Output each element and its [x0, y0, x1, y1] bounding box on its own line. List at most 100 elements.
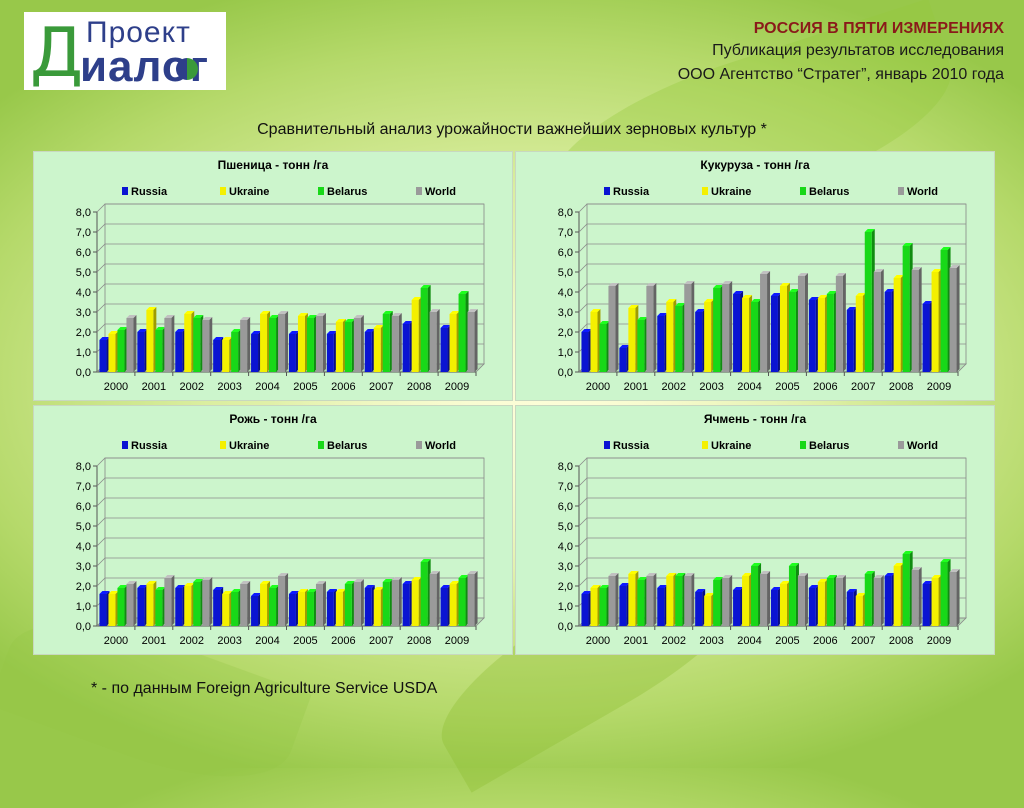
y-tick-label: 2,0: [76, 327, 91, 339]
bar-top: [884, 289, 895, 292]
x-tick-label: 2008: [889, 635, 913, 647]
bar-belarus: [713, 288, 721, 372]
x-tick-label: 2001: [142, 635, 166, 647]
x-tick-label: 2008: [407, 381, 431, 393]
bar-top: [835, 575, 846, 578]
bar-world: [646, 286, 654, 372]
bar-top: [117, 585, 128, 588]
gridline: [96, 243, 484, 253]
y-tick-label: 0,0: [76, 367, 91, 379]
bar-belarus: [637, 580, 645, 626]
bar-world: [835, 276, 843, 372]
gridline: [578, 223, 966, 233]
bar-belarus: [675, 576, 683, 626]
bar-top: [364, 329, 375, 332]
y-tick-label: 8,0: [558, 207, 573, 219]
bar-top: [599, 321, 610, 324]
x-tick-label: 2003: [217, 381, 241, 393]
y-tick-label: 0,0: [558, 367, 573, 379]
bar-top: [193, 579, 204, 582]
bar-russia: [657, 588, 665, 626]
bar-top: [193, 315, 204, 318]
bar-belarus: [420, 562, 428, 626]
bar-top: [306, 315, 317, 318]
bar-top: [146, 307, 157, 310]
bar-top: [864, 571, 875, 574]
bar-world: [391, 316, 399, 372]
y-tick-label: 5,0: [558, 267, 573, 279]
bar-belarus: [382, 582, 390, 626]
logo-letter-d: Д: [30, 14, 84, 93]
chart-title: Кукуруза - тонн /га: [700, 158, 810, 172]
bar-russia: [402, 584, 410, 626]
bar-side: [209, 317, 213, 372]
bar-russia: [922, 304, 930, 372]
bar-side: [209, 577, 213, 626]
chart-panel-barley: Ячмень - тонн /га Russia Ukraine Belarus Wor…: [515, 405, 995, 655]
bar-ukraine: [146, 584, 154, 626]
bar-top: [873, 269, 884, 272]
gridline: [96, 537, 484, 547]
bar-top: [628, 571, 639, 574]
bar-world: [467, 312, 475, 372]
bar-top: [657, 585, 668, 588]
y-tick-label: 7,0: [558, 481, 573, 493]
x-tick-label: 2006: [331, 381, 355, 393]
bar-ukraine: [893, 566, 901, 626]
x-tick-label: 2005: [775, 635, 799, 647]
bar-top: [326, 331, 337, 334]
bar-top: [608, 573, 619, 576]
x-tick-label: 2008: [407, 635, 431, 647]
gridline: [578, 537, 966, 547]
bar-top: [467, 309, 478, 312]
y-tick-label: 6,0: [76, 501, 91, 513]
bar-russia: [733, 590, 741, 626]
bar-ukraine: [855, 296, 863, 372]
bar-belarus: [231, 592, 239, 626]
bar-ukraine: [297, 316, 305, 372]
chart-title: Рожь - тонн /га: [229, 412, 317, 426]
bar-russia: [137, 332, 145, 372]
bar-top: [297, 313, 308, 316]
bar-belarus: [306, 318, 314, 372]
bar-side: [880, 269, 884, 372]
gridline: [578, 263, 966, 273]
x-tick-label: 2006: [813, 381, 837, 393]
bar-top: [695, 589, 706, 592]
bar-world: [608, 286, 616, 372]
bar-world: [760, 274, 768, 372]
bar-ukraine: [817, 298, 825, 372]
bar-russia: [846, 592, 854, 626]
bar-top: [893, 275, 904, 278]
bar-belarus: [599, 324, 607, 372]
y-tick-label: 7,0: [558, 227, 573, 239]
bar-belarus: [788, 566, 796, 626]
bar-top: [117, 327, 128, 330]
bar-top: [213, 337, 224, 340]
x-tick-label: 2007: [851, 381, 875, 393]
bar-world: [722, 284, 730, 372]
gridline: [578, 517, 966, 527]
bar-world: [278, 576, 286, 626]
x-tick-label: 2005: [775, 381, 799, 393]
bar-top: [826, 575, 837, 578]
bar-top: [288, 591, 299, 594]
bar-top: [788, 289, 799, 292]
x-tick-label: 2003: [217, 635, 241, 647]
bar-world: [797, 576, 805, 626]
bar-russia: [251, 334, 259, 372]
bar-side: [615, 573, 619, 626]
bar-world: [646, 576, 654, 626]
bar-top: [779, 283, 790, 286]
bar-ukraine: [931, 578, 939, 626]
bar-ukraine: [704, 596, 712, 626]
bar-top: [126, 315, 137, 318]
bar-top: [353, 579, 364, 582]
chart-panel-wheat: Пшеница - тонн /га Russia Ukraine Belarus Wo…: [33, 151, 513, 401]
gridline: [578, 203, 966, 213]
bar-top: [619, 345, 630, 348]
bar-top: [817, 579, 828, 582]
bar-top: [222, 337, 233, 340]
legend-swatch: [122, 441, 128, 449]
bar-russia: [770, 296, 778, 372]
